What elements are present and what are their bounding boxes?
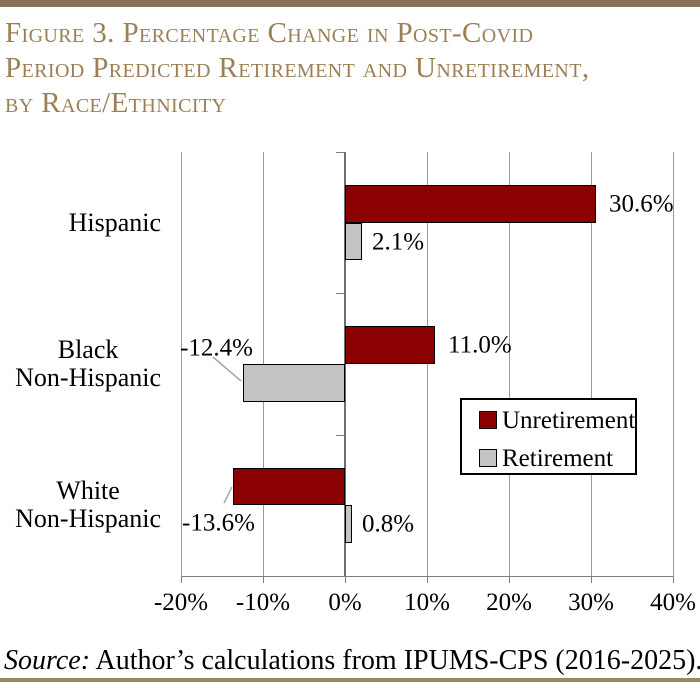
bar-unretirement-1 bbox=[345, 326, 436, 364]
x-tick-label: -10% bbox=[235, 589, 291, 616]
gridline-20 bbox=[509, 152, 510, 576]
gridline-40 bbox=[673, 152, 674, 576]
x-tick-mark bbox=[263, 576, 264, 583]
category-tick-mark bbox=[336, 434, 344, 436]
legend-item-unretirement: Unretirement bbox=[479, 406, 636, 434]
x-tick-mark bbox=[673, 576, 674, 583]
category-label: Hispanic bbox=[68, 207, 161, 237]
x-tick-mark bbox=[591, 576, 592, 583]
x-tick-mark bbox=[181, 576, 182, 583]
category-tick-mark bbox=[336, 152, 344, 153]
category-label-line: White bbox=[56, 476, 120, 506]
bar-retirement-0 bbox=[345, 222, 363, 261]
x-tick-label: 30% bbox=[568, 589, 614, 616]
unretirement-swatch-icon bbox=[479, 411, 497, 429]
category-label-line: Non-Hispanic bbox=[15, 504, 161, 534]
bar-unretirement-0 bbox=[345, 184, 596, 223]
value-label-retirement-1: -12.4% bbox=[180, 334, 253, 362]
x-tick-label: 20% bbox=[486, 589, 532, 616]
x-tick-mark bbox=[345, 576, 346, 583]
source-prefix: Source: bbox=[4, 645, 91, 676]
category-label-line: Non-Hispanic bbox=[15, 363, 161, 392]
figure-title-line-1: Figure 3. Percentage Change in Post-Covi… bbox=[5, 17, 534, 49]
category-label-line: Black bbox=[57, 335, 119, 364]
bottom-rule bbox=[0, 678, 700, 682]
category-label: Black Non-Hispanic bbox=[15, 336, 161, 392]
figure-title-line-2: Period Predicted Retirement and Unretire… bbox=[5, 52, 590, 84]
gridline--20 bbox=[181, 152, 182, 576]
bar-retirement-2 bbox=[345, 505, 352, 544]
source-note: Source: Author’s calculations from IPUMS… bbox=[4, 645, 700, 676]
legend-label-retirement: Retirement bbox=[502, 444, 614, 472]
figure-title-line-3: by Race/Ethnicity bbox=[5, 87, 227, 119]
x-tick-mark bbox=[427, 576, 428, 583]
value-label-unretirement-2: -13.6% bbox=[182, 509, 255, 537]
retirement-swatch-icon bbox=[479, 449, 497, 467]
x-tick-label: 0% bbox=[328, 589, 362, 616]
category-axis bbox=[344, 152, 346, 576]
x-tick-label: -20% bbox=[153, 589, 209, 616]
x-tick-mark bbox=[509, 576, 510, 583]
legend: Unretirement Retirement bbox=[460, 398, 637, 475]
figure-title: Figure 3. Percentage Change in Post-Covi… bbox=[5, 16, 697, 121]
value-label-unretirement-1: 11.0% bbox=[448, 331, 512, 359]
gridline-30 bbox=[591, 152, 592, 576]
value-label-unretirement-0: 30.6% bbox=[609, 190, 674, 218]
legend-item-retirement: Retirement bbox=[479, 444, 614, 472]
source-text: Author’s calculations from IPUMS-CPS (20… bbox=[90, 645, 700, 676]
bar-unretirement-2 bbox=[233, 467, 345, 506]
value-label-retirement-2: 0.8% bbox=[362, 510, 415, 538]
value-label-retirement-0: 2.1% bbox=[372, 228, 425, 256]
bar-retirement-1 bbox=[243, 364, 345, 402]
legend-label-unretirement: Unretirement bbox=[502, 406, 636, 434]
category-label-line: Hispanic bbox=[68, 207, 161, 237]
category-tick-mark bbox=[336, 293, 344, 295]
gridline-10 bbox=[427, 152, 428, 576]
x-tick-label: 10% bbox=[404, 589, 450, 616]
x-tick-label: 40% bbox=[650, 589, 696, 616]
top-rule bbox=[0, 0, 700, 7]
leader-line-white-unretirement bbox=[223, 486, 233, 504]
category-label: White Non-Hispanic bbox=[15, 477, 161, 533]
